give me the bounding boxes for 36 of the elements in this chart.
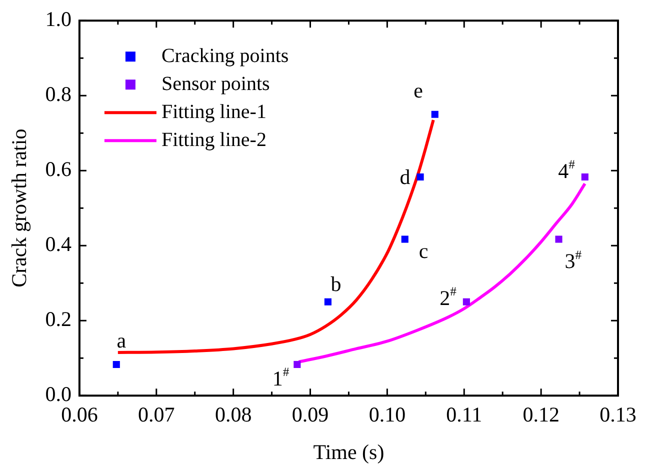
point (324, 298, 332, 306)
y-axis-title: Crack growth ratio (7, 128, 32, 288)
x-axis-title: Time (s) (313, 440, 384, 464)
point (401, 236, 408, 243)
y-tick-label: 0.2 (45, 307, 72, 332)
x-tick-label: 0.08 (214, 402, 252, 427)
point (462, 298, 470, 306)
x-tick-label: 0.10 (368, 402, 406, 427)
annotation: 1# (272, 365, 290, 390)
annotation: 3# (564, 248, 582, 274)
annotation: 4# (558, 158, 576, 183)
y-tick-label: 0.6 (45, 157, 72, 182)
legend-label: Sensor points (161, 72, 270, 95)
y-tick-label: 1.0 (45, 7, 72, 32)
point (112, 360, 120, 368)
point (555, 236, 562, 243)
y-tick-label: 0.8 (45, 82, 72, 106)
x-tick-label: 0.07 (138, 402, 175, 427)
legend-label: Cracking points (161, 44, 289, 67)
y-tick-label: 0.4 (45, 232, 72, 256)
x-tick-label: 0.12 (522, 402, 560, 427)
point (431, 110, 438, 118)
point (581, 173, 588, 181)
annotation: a (116, 328, 127, 352)
annotation: d (400, 164, 411, 189)
point (294, 360, 301, 368)
legend-label: Fitting line-1 (161, 100, 266, 123)
x-tick-label: 0.11 (446, 402, 482, 427)
annotation: 2# (440, 284, 458, 310)
annotation: c (418, 239, 428, 264)
point (416, 173, 424, 181)
annotation: e (414, 78, 423, 102)
annotation: b (330, 272, 342, 296)
x-tick-label: 0.09 (292, 402, 329, 427)
x-tick-label: 0.13 (600, 402, 636, 427)
legend-label: Fitting line-2 (161, 128, 266, 151)
